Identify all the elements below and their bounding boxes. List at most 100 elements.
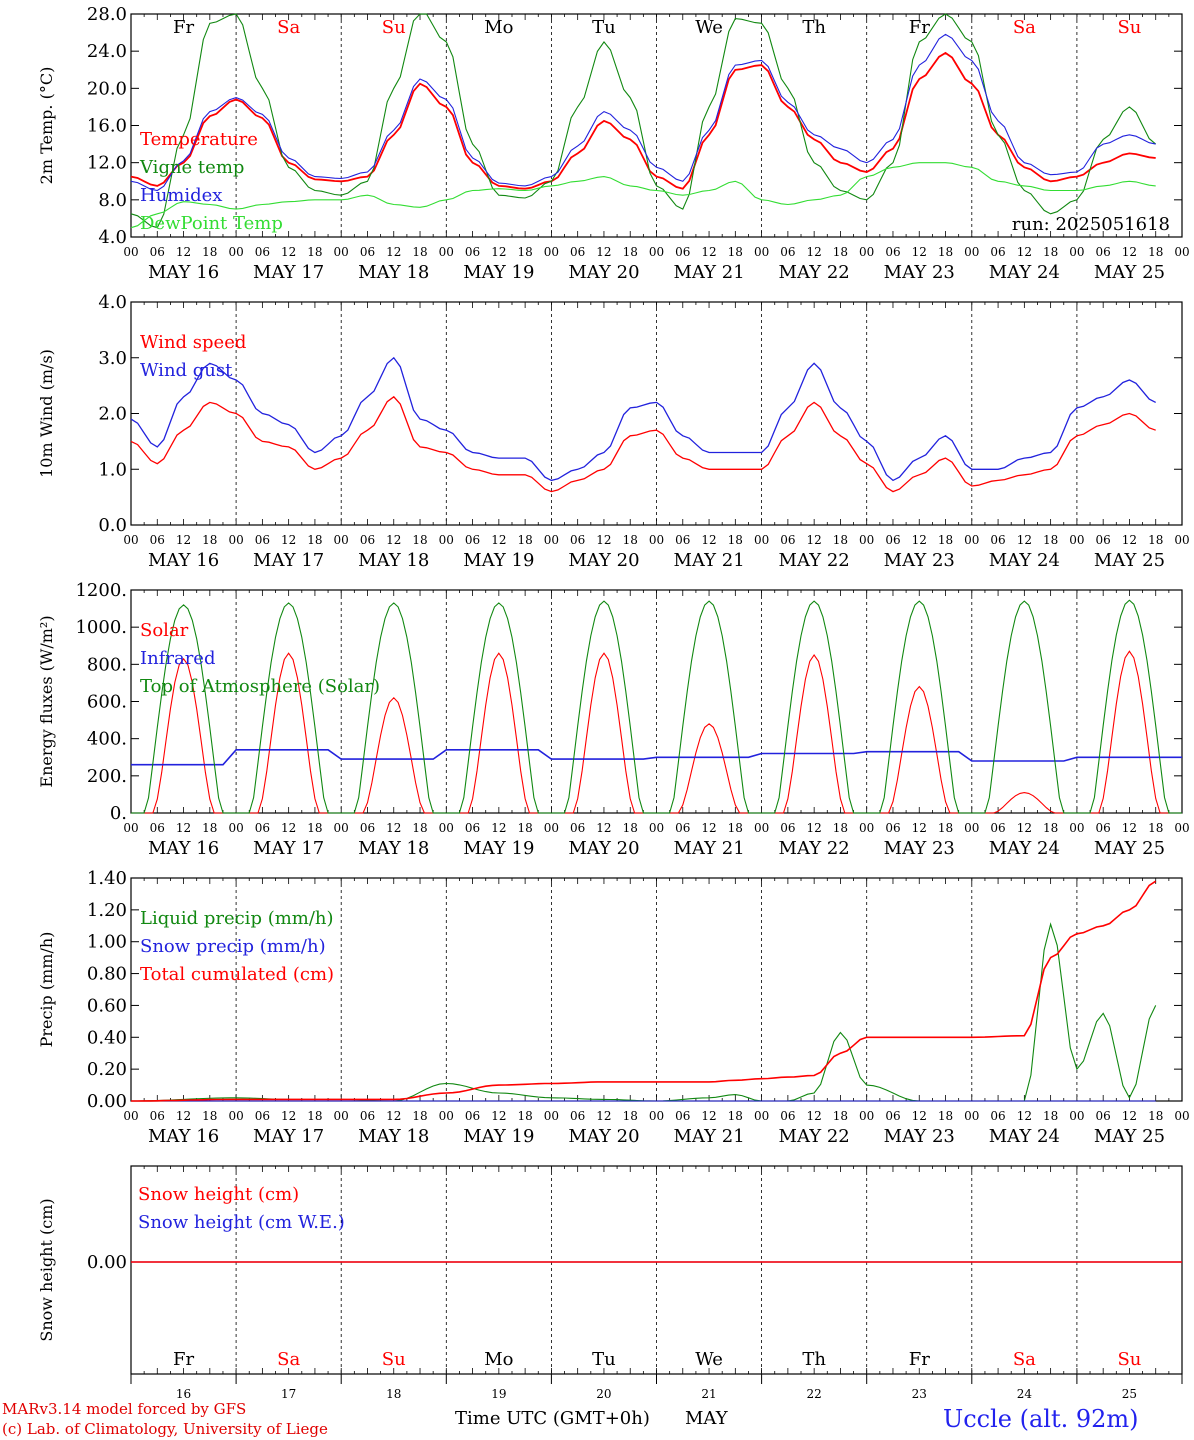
x-hour-tick-label: 12	[807, 245, 822, 259]
day-label-bottom: Sa	[1013, 1349, 1036, 1370]
x-hour-tick-label: 12	[807, 533, 822, 547]
x-hour-tick-label: 06	[360, 245, 375, 259]
footer-lab-credit: (c) Lab. of Climatology, University of L…	[2, 1420, 328, 1438]
x-hour-tick-label: 00	[1174, 821, 1189, 835]
x-hour-tick-label: 06	[780, 821, 795, 835]
x-hour-tick-label: 12	[807, 1109, 822, 1123]
x-hour-tick-label: 06	[570, 245, 585, 259]
x-hour-tick-label: 06	[465, 821, 480, 835]
x-hour-tick-label: 18	[623, 1109, 638, 1123]
date-label: MAY 24	[989, 838, 1060, 859]
x-hour-tick-label: 06	[150, 1109, 165, 1123]
x-hour-tick-label: 06	[675, 245, 690, 259]
date-label: MAY 18	[358, 1126, 429, 1147]
legend-entry: Solar	[140, 620, 189, 641]
x-hour-tick-label: 18	[833, 821, 848, 835]
x-hour-tick-label: 18	[517, 1109, 532, 1123]
y-tick-label: 4.0	[98, 292, 127, 313]
day-label-top: Su	[382, 17, 406, 38]
text-layer: 4.0 8.0 12.0 16.0 20.0 24.0 28.0 2m Temp. (°C) T…	[37, 4, 1190, 1401]
x-hour-tick-label: 12	[491, 533, 506, 547]
x-hour-tick-label: 00	[439, 245, 454, 259]
x-hour-tick-label: 06	[255, 533, 270, 547]
day-label-bottom: Mo	[484, 1349, 513, 1370]
series-line-top-of-atmosphere-solar-	[131, 599, 1182, 814]
date-label: MAY 19	[463, 262, 534, 283]
date-label: MAY 21	[673, 262, 744, 283]
legend-entry: Liquid precip (mm/h)	[140, 908, 334, 929]
date-label: MAY 16	[148, 550, 219, 571]
y-tick-label: 1000.	[75, 617, 127, 638]
x-hour-tick-label: 06	[675, 533, 690, 547]
y-tick-label: 2.0	[98, 404, 127, 425]
x-hour-tick-label: 12	[701, 245, 716, 259]
x-hour-tick-label: 06	[780, 1109, 795, 1123]
x-hour-tick-label: 00	[1069, 1109, 1084, 1123]
y-tick-label: 24.0	[87, 41, 127, 62]
date-label: MAY 21	[673, 550, 744, 571]
x-hour-tick-label: 12	[1122, 1109, 1137, 1123]
legend-entry: DewPoint Temp	[140, 213, 283, 234]
y-axis-label-2: 10m Wind (m/s)	[37, 349, 56, 478]
data-layer	[130, 13, 1182, 1263]
x-hour-tick-label: 12	[1017, 821, 1032, 835]
legend-entry: Humidex	[140, 185, 222, 206]
day-label-bottom: Su	[382, 1349, 406, 1370]
x-hour-tick-label: 06	[885, 1109, 900, 1123]
x-hour-tick-label: 18	[307, 821, 322, 835]
day-number-label: 19	[491, 1387, 506, 1401]
x-hour-tick-label: 12	[1122, 533, 1137, 547]
x-hour-tick-label: 12	[807, 821, 822, 835]
x-hour-tick-label: 06	[570, 533, 585, 547]
x-hour-tick-label: 06	[885, 821, 900, 835]
x-hour-tick-label: 18	[623, 821, 638, 835]
x-hour-tick-label: 06	[990, 533, 1005, 547]
x-hour-tick-label: 00	[649, 821, 664, 835]
x-hour-tick-label: 06	[570, 1109, 585, 1123]
x-hour-tick-label: 18	[833, 1109, 848, 1123]
day-label-bottom: Su	[1117, 1349, 1141, 1370]
y-tick-label: 16.0	[87, 116, 127, 137]
x-hour-tick-label: 18	[1043, 821, 1058, 835]
x-hour-tick-label: 12	[281, 1109, 296, 1123]
x-hour-tick-label: 18	[1043, 533, 1058, 547]
x-hour-tick-label: 12	[386, 245, 401, 259]
x-hour-tick-label: 12	[1017, 533, 1032, 547]
x-hour-tick-label: 12	[386, 1109, 401, 1123]
legend-entry: Total cumulated (cm)	[140, 964, 334, 985]
x-hour-tick-label: 06	[570, 821, 585, 835]
x-hour-tick-label: 00	[228, 245, 243, 259]
y-tick-label: 0.40	[87, 1027, 127, 1048]
day-label-top: Mo	[484, 17, 513, 38]
x-hour-tick-label: 18	[1043, 1109, 1058, 1123]
x-hour-tick-label: 06	[990, 245, 1005, 259]
date-label: MAY 24	[989, 550, 1060, 571]
day-label-top: Su	[1117, 17, 1141, 38]
panel-frame-1	[130, 13, 1183, 238]
station-label: Uccle (alt. 92m)	[943, 1405, 1139, 1433]
day-label-top: We	[695, 17, 723, 38]
day-label-top: Th	[802, 17, 826, 38]
date-label: MAY 18	[358, 550, 429, 571]
x-hour-tick-label: 06	[360, 533, 375, 547]
x-hour-tick-label: 12	[491, 1109, 506, 1123]
x-hour-tick-label: 00	[859, 821, 874, 835]
x-hour-tick-label: 00	[439, 821, 454, 835]
x-hour-tick-label: 00	[334, 533, 349, 547]
x-hour-tick-label: 18	[623, 245, 638, 259]
x-hour-tick-label: 18	[1148, 1109, 1163, 1123]
x-hour-tick-label: 12	[1122, 821, 1137, 835]
date-label: MAY 20	[568, 262, 639, 283]
x-hour-tick-label: 00	[123, 1109, 138, 1123]
legend-entry: Snow height (cm)	[138, 1184, 299, 1205]
x-hour-tick-label: 12	[912, 245, 927, 259]
day-label-bottom: Fr	[909, 1349, 930, 1370]
x-hour-tick-label: 12	[1017, 1109, 1032, 1123]
legend-entry: Infrared	[140, 648, 215, 669]
x-hour-tick-label: 12	[176, 821, 191, 835]
x-hour-tick-label: 18	[202, 245, 217, 259]
y-tick-label: 0.80	[87, 964, 127, 985]
x-hour-tick-label: 12	[491, 821, 506, 835]
x-hour-tick-label: 06	[1096, 245, 1111, 259]
x-hour-tick-label: 12	[596, 533, 611, 547]
